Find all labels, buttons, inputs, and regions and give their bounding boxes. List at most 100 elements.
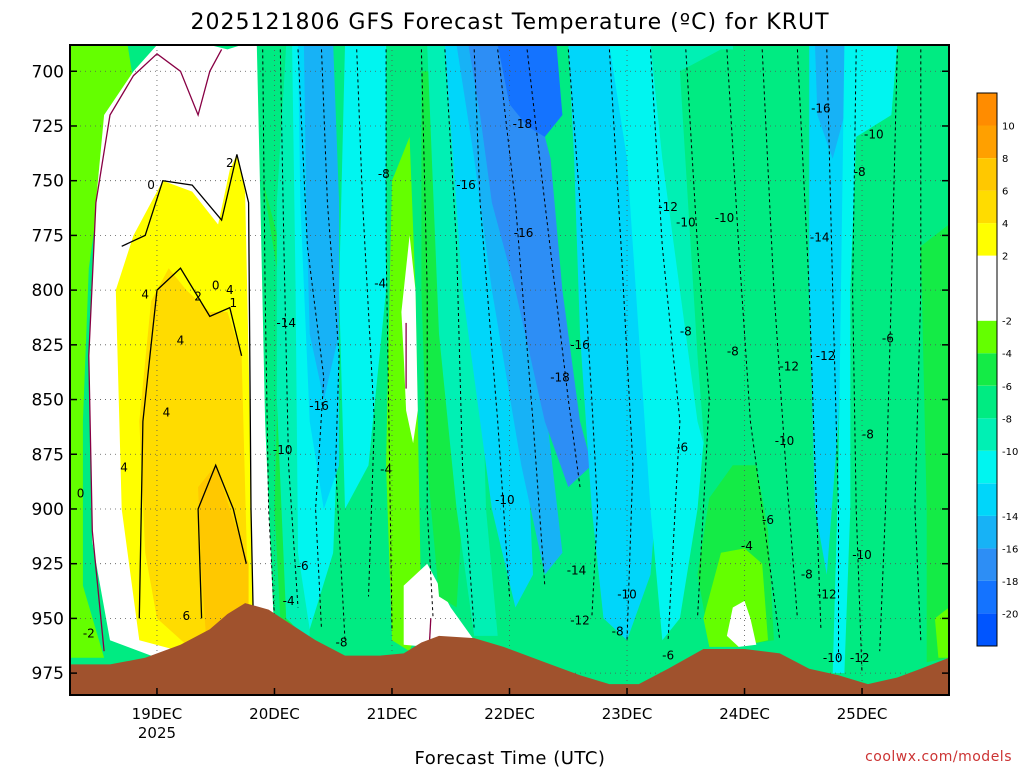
contour-label-4: 0	[212, 279, 220, 293]
contour-label-48: -6	[762, 513, 774, 527]
colorbar-tick-label-7: -6	[1002, 382, 1012, 393]
contour-label-21: -4	[380, 463, 392, 477]
contour-line-23	[796, 49, 822, 630]
contour-label-32: -6	[662, 649, 674, 663]
contour-label-18: -8	[336, 636, 348, 650]
contour-label-28: -14	[567, 563, 587, 577]
contour-label-46: -6	[882, 331, 894, 345]
x-tick-label-3: 22DEC	[484, 705, 535, 723]
colorbar-tick-label-0: 10	[1002, 122, 1015, 133]
x-tick-label-6: 25DEC	[837, 705, 888, 723]
x-tick-label-5: 24DEC	[719, 705, 770, 723]
temperature-region-26	[703, 548, 768, 647]
colorbar-swatch-5	[977, 450, 997, 484]
colorbar: 10 8 6 4 2 -2 -4 -6 -8 -10 -14 -16 -18 -20	[976, 92, 1018, 647]
contour-label-53: -10	[823, 651, 843, 665]
contour-line-3	[88, 49, 223, 652]
y-axis: 700 725 750 775 800 825 850 875 900 925 950 975	[32, 62, 949, 684]
temperature-region-13	[401, 235, 418, 444]
contour-line-1	[138, 267, 243, 619]
colorbar-swatch-1	[977, 580, 997, 614]
contour-label-39: -12	[779, 360, 799, 374]
temperature-fill-layer	[70, 45, 949, 678]
y-tick-label-8: 900	[32, 500, 64, 520]
colorbar-tick-label-5: -2	[1002, 317, 1012, 328]
contour-label-10: 0	[77, 487, 85, 501]
contour-label-8: 4	[163, 406, 171, 420]
grid-layer	[70, 45, 949, 695]
contour-line-7	[279, 49, 299, 608]
contour-label-9: 4	[120, 460, 128, 474]
credit-text: coolwx.com/models	[865, 749, 1012, 765]
colorbar-swatch-15	[977, 93, 997, 126]
contour-label-14: -16	[309, 399, 329, 413]
contour-label-38: -6	[676, 441, 688, 455]
contour-label-37: -8	[727, 344, 739, 358]
contour-label-43: -10	[864, 128, 884, 142]
y-tick-label-3: 775	[32, 226, 64, 246]
colorbar-tick-label-9: -10	[1002, 447, 1018, 458]
x-tick-sublabel-0: 2025	[138, 724, 176, 742]
terrain-surface	[70, 603, 949, 695]
contour-label-16: -6	[297, 559, 309, 573]
contour-label-30: -10	[617, 587, 637, 601]
colorbar-swatch-0	[977, 613, 997, 646]
temperature-region-20	[497, 45, 563, 137]
contour-label-27: -10	[495, 493, 515, 507]
contour-label-0: 0	[147, 178, 155, 192]
contour-label-12: -2	[83, 627, 95, 641]
contour-label-31: -8	[612, 625, 624, 639]
contour-line-15	[497, 49, 546, 586]
colorbar-tick-label-8: -8	[1002, 414, 1012, 425]
contour-line-22	[761, 49, 798, 619]
contour-label-3: 2	[194, 290, 202, 304]
colorbar-swatch-11	[977, 223, 997, 256]
colorbar-frame	[976, 92, 998, 647]
contour-line-21	[726, 49, 781, 641]
y-tick-label-0: 700	[32, 62, 64, 82]
chart-title: 2025121806 GFS Forecast Temperature (ºC)…	[190, 10, 829, 35]
colorbar-tick-label-10: -14	[1002, 512, 1018, 523]
y-tick-label-10: 950	[32, 609, 64, 629]
colorbar-swatch-14	[977, 125, 997, 158]
contour-label-42: -16	[811, 102, 831, 116]
colorbar-tick-label-11: -16	[1002, 544, 1018, 555]
temperature-region-24	[679, 49, 798, 630]
y-tick-label-2: 750	[32, 172, 64, 192]
temperature-region-30	[832, 45, 898, 674]
x-tick-label-4: 23DEC	[602, 705, 653, 723]
contour-line-6	[262, 49, 275, 619]
y-tick-label-9: 925	[32, 555, 64, 575]
y-tick-label-5: 825	[32, 336, 64, 356]
temperature-region-29	[815, 45, 845, 159]
colorbar-tick-label-2: 6	[1002, 187, 1008, 198]
contour-label-34: -10	[676, 215, 696, 229]
contour-label-35: -10	[715, 211, 735, 225]
temperature-region-14	[403, 563, 475, 647]
colorbar-tick-label-1: 8	[1002, 154, 1008, 165]
contour-label-54: -12	[850, 651, 870, 665]
contour-label-15: -10	[273, 443, 293, 457]
temperature-region-19	[468, 45, 592, 488]
contour-label-5: 4	[226, 283, 234, 297]
colorbar-swatch-3	[977, 515, 997, 549]
contour-label-50: -8	[801, 568, 813, 582]
colorbar-tick-label-4: 2	[1002, 252, 1008, 263]
temperature-region-28	[809, 45, 845, 575]
plot-area: 024 20 4144406-2-14-16-10-6-4-8-8-4-4-16-1…	[70, 45, 949, 695]
colorbar-tick-label-6: -4	[1002, 349, 1012, 360]
contour-label-41: -10	[775, 434, 795, 448]
temperature-region-16	[427, 45, 498, 636]
contour-label-47: -8	[862, 428, 874, 442]
colorbar-tick-label-12: -18	[1002, 577, 1018, 588]
temperature-region-11	[339, 45, 387, 509]
contour-label-11: 6	[182, 609, 190, 623]
colorbar-tick-label-13: -20	[1002, 610, 1018, 621]
temperature-region-32	[920, 224, 949, 663]
temperature-region-9	[303, 45, 340, 400]
x-tick-label-2: 21DEC	[367, 705, 418, 723]
contour-label-layer: 024 20 4144406-2-14-16-10-6-4-8-8-4-4-16-1…	[77, 102, 894, 665]
contour-line-20	[685, 49, 710, 619]
contour-label-20: -4	[374, 277, 386, 291]
temperature-region-27	[726, 600, 757, 647]
